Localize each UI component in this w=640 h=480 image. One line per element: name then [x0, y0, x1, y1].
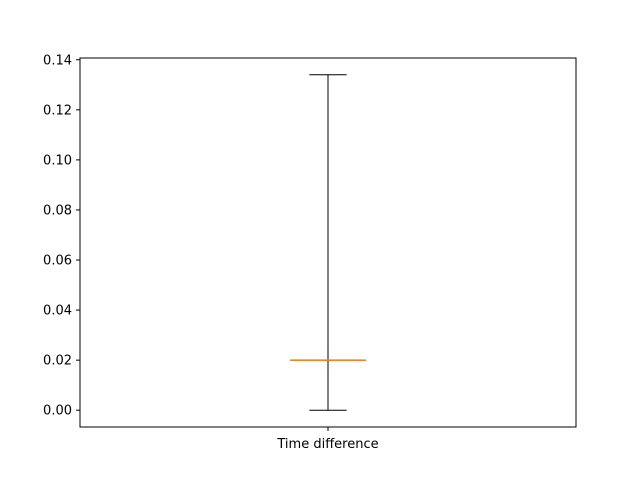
y-tick-label: 0.00	[43, 404, 72, 419]
y-tick-label: 0.04	[43, 304, 72, 319]
y-tick-label: 0.14	[43, 53, 72, 68]
box-plot-series	[290, 74, 366, 411]
y-tick-label: 0.02	[43, 354, 72, 369]
y-tick-label: 0.06	[43, 254, 72, 269]
x-axis: Time difference	[276, 427, 379, 452]
y-axis: 0.00 0.02 0.04 0.06 0.08 0.10 0.12 0.14	[43, 53, 80, 419]
y-tick-label: 0.08	[43, 203, 72, 218]
y-tick-label: 0.12	[43, 103, 72, 118]
y-tick-label: 0.10	[43, 153, 72, 168]
x-tick-label: Time difference	[276, 437, 378, 452]
